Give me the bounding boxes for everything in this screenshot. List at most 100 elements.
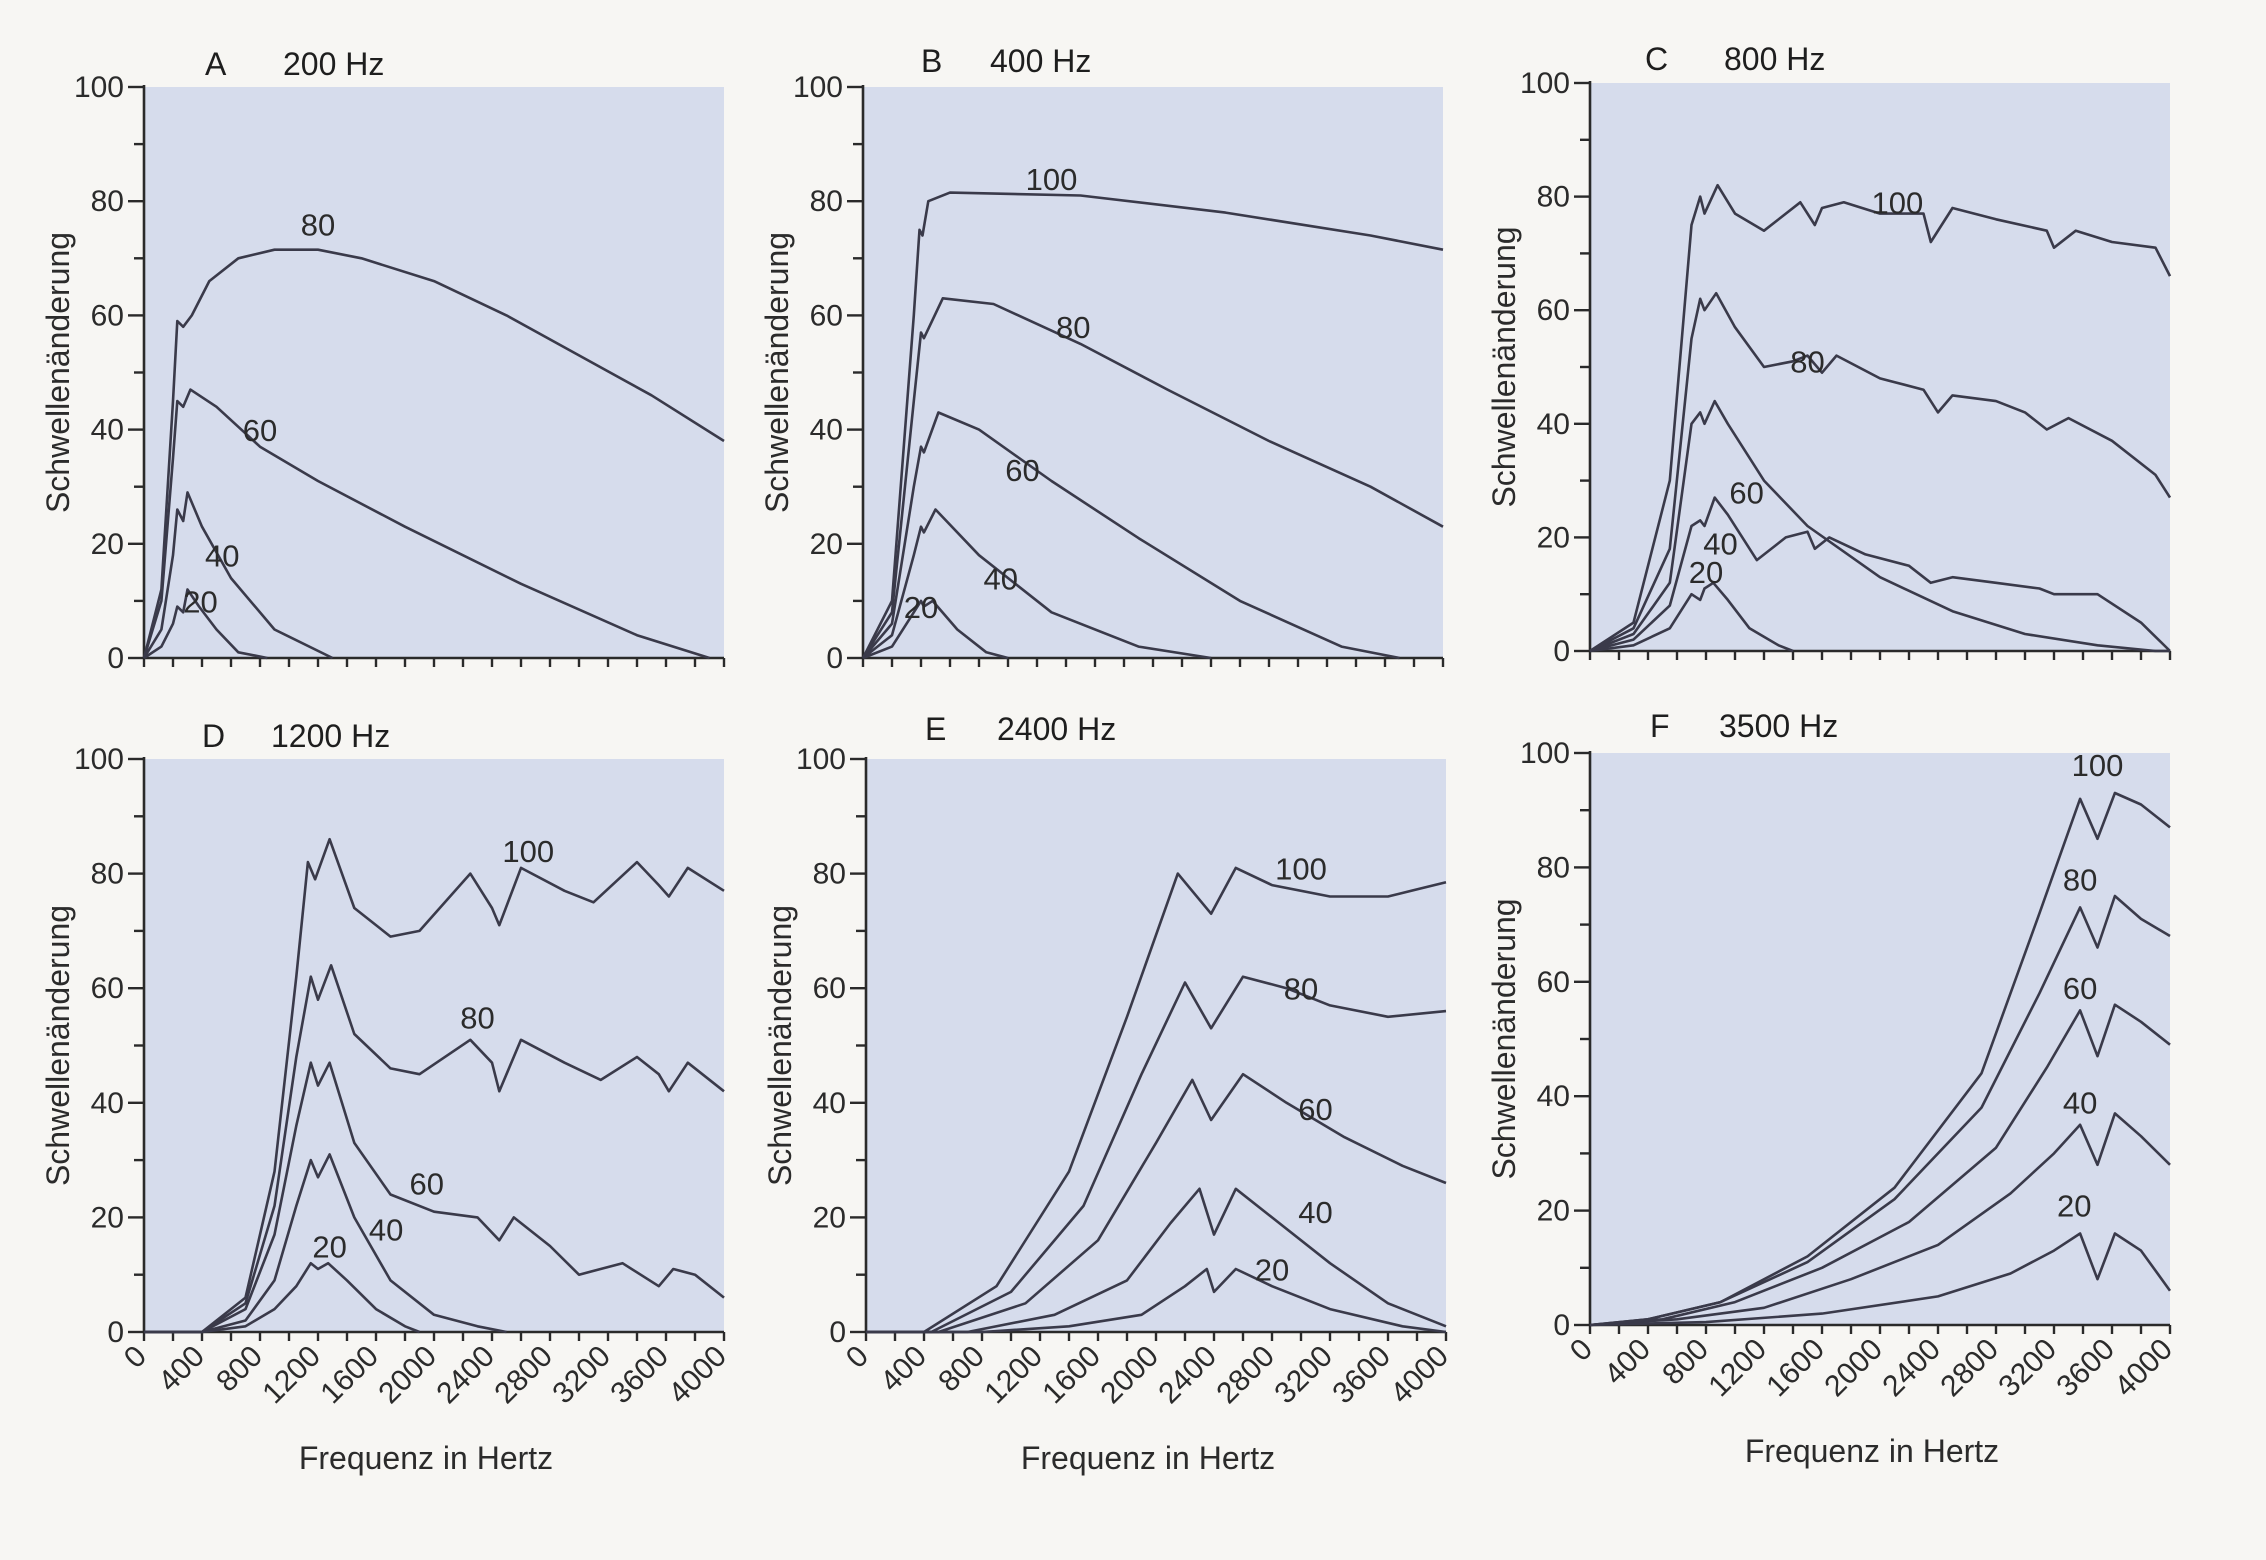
x-tick-label: 1600	[314, 1340, 385, 1411]
series-label-40: 40	[1298, 1195, 1332, 1230]
y-tick-label: 100	[1520, 737, 1570, 770]
y-tick-label: 80	[810, 185, 843, 218]
x-tick-label: 1200	[978, 1340, 1049, 1411]
y-tick-label: 100	[74, 71, 124, 104]
series-label-80: 80	[301, 207, 335, 242]
panel-letter: F	[1650, 708, 1670, 744]
series-label-60: 60	[1729, 475, 1763, 510]
panel-title: 800 Hz	[1724, 41, 1825, 77]
series-label-40: 40	[984, 561, 1018, 596]
x-tick-label: 400	[152, 1340, 211, 1399]
y-tick-label: 0	[107, 1316, 124, 1349]
panel-a: 0 20 40 60 80 100 Schwellenänderung A 200 Hz 20 40…	[40, 46, 726, 675]
panel-b: 0 20 40 60 80 100 Schwellenänderung B 400 Hz 20 40…	[759, 43, 1445, 675]
series-line-100	[861, 191, 1444, 659]
y-tick-label: 80	[91, 185, 124, 218]
y-tick-label: 60	[91, 299, 124, 332]
x-tick-label: 2800	[1934, 1333, 2005, 1404]
series-line-40	[866, 1187, 1447, 1334]
series-label-60: 60	[1298, 1092, 1332, 1127]
panel-letter: C	[1645, 41, 1668, 77]
series-line-20	[143, 588, 268, 660]
series-label-100: 100	[1872, 186, 1924, 221]
y-tick-label: 0	[829, 1316, 846, 1349]
y-tick-label: 20	[91, 528, 124, 561]
y-axis-label: Schwellenänderung	[759, 232, 795, 513]
y-tick-label: 80	[1537, 181, 1570, 214]
x-tick-label: 1600	[1036, 1340, 1107, 1411]
panel-letter: A	[205, 46, 227, 82]
series-line-20	[1589, 581, 1794, 653]
series-line-20	[862, 599, 1009, 660]
series-label-40: 40	[2063, 1085, 2097, 1120]
series-label-60: 60	[1005, 453, 1039, 488]
y-tick-label: 80	[91, 858, 124, 891]
y-tick-label: 20	[1537, 521, 1570, 554]
plot-area	[1590, 753, 2170, 1325]
y-tick-label: 60	[91, 972, 124, 1005]
series-label-20: 20	[2057, 1188, 2091, 1223]
series-label-80: 80	[2063, 862, 2097, 897]
y-tick-label: 80	[813, 858, 846, 891]
y-tick-label: 0	[107, 642, 124, 675]
x-tick-label: 4000	[1384, 1340, 1455, 1411]
y-tick-label: 40	[91, 414, 124, 447]
series-label-60: 60	[410, 1166, 444, 1201]
y-tick-label: 40	[813, 1087, 846, 1120]
panel-title: 200 Hz	[283, 46, 384, 82]
y-tick-label: 100	[793, 71, 843, 104]
y-axis-label: Schwellenänderung	[762, 905, 798, 1186]
x-tick-label: 4000	[662, 1340, 733, 1411]
x-tick-label: 3200	[1268, 1340, 1339, 1411]
panel-title: 2400 Hz	[997, 711, 1116, 747]
y-tick-label: 80	[1537, 851, 1570, 884]
x-tick-label: 1200	[256, 1340, 327, 1411]
plot-area	[144, 87, 724, 658]
panel-letter: B	[921, 43, 942, 79]
series-label-100: 100	[1275, 851, 1327, 886]
y-tick-label: 60	[1537, 966, 1570, 999]
x-tick-label: 400	[1598, 1333, 1657, 1392]
series-label-80: 80	[1056, 310, 1090, 345]
x-tick-label: 3600	[2050, 1333, 2121, 1404]
y-axis-label: Schwellenänderung	[1486, 226, 1522, 507]
series-label-80: 80	[1790, 345, 1824, 380]
x-tick-label: 1600	[1760, 1333, 1831, 1404]
series-line-80	[144, 964, 725, 1334]
series-label-40: 40	[369, 1212, 403, 1247]
x-tick-label: 3200	[1992, 1333, 2063, 1404]
x-tick-label: 2400	[430, 1340, 501, 1411]
y-tick-label: 20	[91, 1201, 124, 1234]
series-line-60	[866, 1072, 1447, 1334]
y-tick-label: 20	[1537, 1195, 1570, 1228]
series-line-40	[1589, 496, 2171, 653]
x-tick-label: 1200	[1702, 1333, 1773, 1404]
series-label-20: 20	[904, 590, 938, 625]
x-axis-label: Frequenz in Hertz	[299, 1440, 553, 1476]
x-tick-label: 0	[840, 1340, 875, 1375]
y-axis-label: Schwellenänderung	[40, 905, 76, 1186]
y-tick-label: 0	[826, 642, 843, 675]
y-axis-label: Schwellenänderung	[40, 232, 76, 513]
panel-title: 400 Hz	[990, 43, 1091, 79]
series-line-100	[866, 866, 1447, 1334]
plot-area	[863, 87, 1443, 658]
series-line-80	[142, 248, 725, 659]
y-tick-label: 40	[91, 1087, 124, 1120]
series-label-100: 100	[1026, 162, 1078, 197]
series-label-60: 60	[2063, 971, 2097, 1006]
series-line-60	[142, 388, 710, 660]
series-line-80	[866, 975, 1447, 1334]
x-tick-label: 2000	[372, 1340, 443, 1411]
series-line-60	[144, 1061, 725, 1334]
series-label-40: 40	[205, 539, 239, 574]
x-tick-label: 2800	[488, 1340, 559, 1411]
series-line-60	[1589, 399, 2170, 653]
y-tick-label: 60	[810, 299, 843, 332]
series-label-20: 20	[183, 584, 217, 619]
x-tick-label: 0	[1564, 1333, 1599, 1368]
